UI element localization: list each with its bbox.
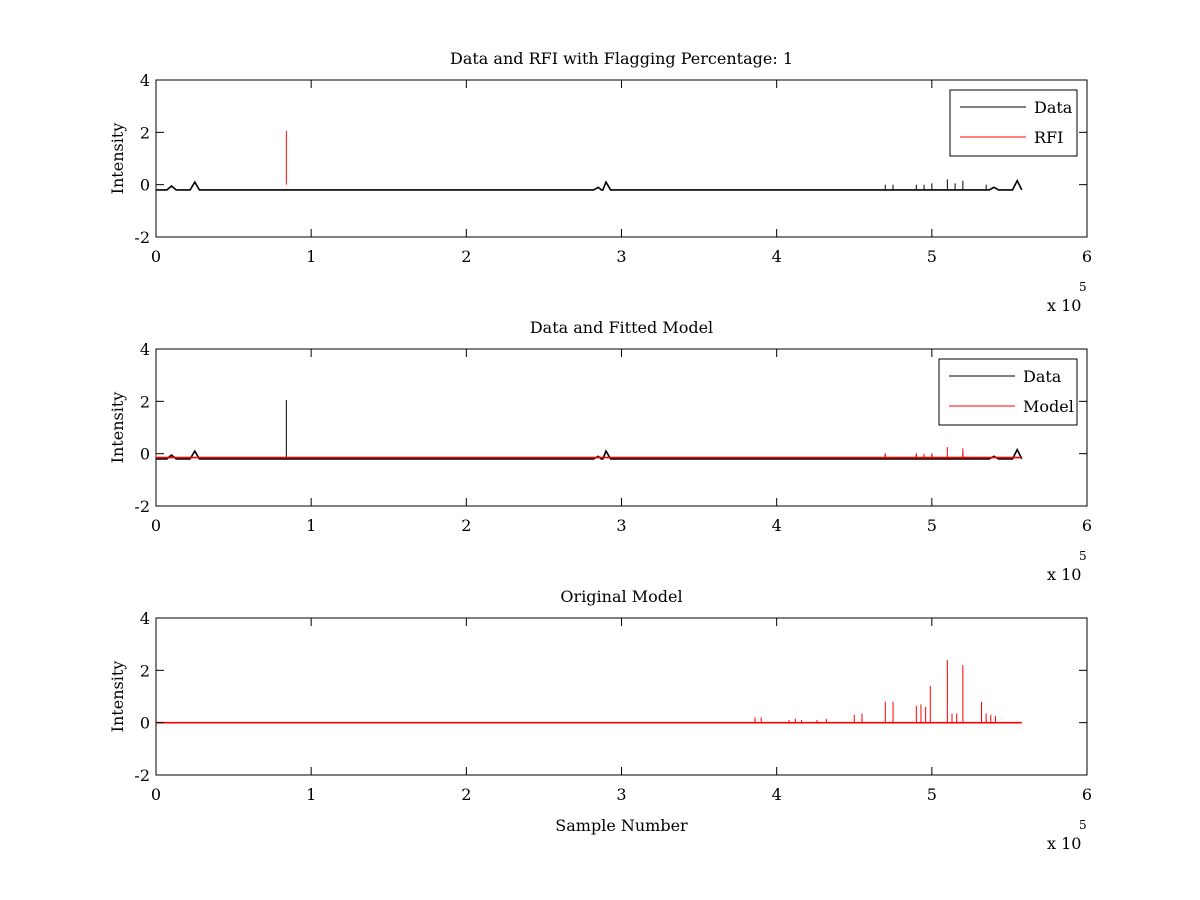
series-group (156, 400, 1023, 460)
x-tick-label: 5 (927, 785, 937, 804)
x-tick-label: 0 (151, 247, 161, 266)
x-tick-label: 3 (616, 247, 626, 266)
plot-area (155, 348, 1088, 507)
x-tick-label: 6 (1082, 785, 1092, 804)
x-tick-label: 6 (1082, 516, 1092, 535)
y-tick-label: -2 (134, 497, 150, 516)
x-axis-label: Sample Number (555, 816, 688, 835)
x-multiplier: x 10 (1047, 565, 1081, 584)
x-tick-label: 3 (616, 785, 626, 804)
y-tick-label: -2 (134, 766, 150, 785)
x-tick-label: 6 (1082, 247, 1092, 266)
legend-label-rfi: RFI (1034, 128, 1063, 147)
x-tick-label: 2 (461, 785, 471, 804)
series-group (156, 659, 1022, 724)
x-multiplier-exponent: 5 (1079, 549, 1087, 563)
y-axis-label: Intensity (108, 123, 127, 195)
x-tick-label: 0 (151, 516, 161, 535)
y-tick-label: 2 (140, 123, 150, 142)
legend: Data RFI (949, 89, 1078, 157)
y-axis-label: Intensity (108, 661, 127, 733)
legend-label-model: Model (1023, 397, 1074, 416)
y-axis-label: Intensity (108, 392, 127, 464)
x-tick-label: 2 (461, 516, 471, 535)
x-tick-label: 1 (306, 516, 316, 535)
x-tick-label: 1 (306, 785, 316, 804)
y-tick-label: 0 (140, 714, 150, 733)
legend-box (949, 89, 1078, 157)
x-multiplier-exponent: 5 (1079, 818, 1087, 832)
chart-title: Data and RFI with Flagging Percentage: 1 (450, 49, 793, 68)
y-tick-label: 2 (140, 392, 150, 411)
x-tick-label: 1 (306, 247, 316, 266)
chart-title: Original Model (560, 587, 682, 606)
plot-area (155, 79, 1088, 238)
legend-box (938, 358, 1078, 426)
x-tick-label: 3 (616, 516, 626, 535)
x-tick-label: 5 (927, 247, 937, 266)
x-multiplier: x 10 (1047, 296, 1081, 315)
series-group (156, 131, 1023, 191)
y-tick-label: 4 (140, 609, 150, 628)
y-tick-label: -2 (134, 228, 150, 247)
x-tick-label: 4 (772, 247, 782, 266)
y-tick-label: 4 (140, 340, 150, 359)
x-multiplier: x 10 (1047, 834, 1081, 853)
y-tick-label: 0 (140, 445, 150, 464)
x-multiplier-exponent: 5 (1079, 280, 1087, 294)
legend-label-data: Data (1034, 98, 1073, 117)
legend: Data Model (938, 358, 1078, 426)
x-tick-label: 5 (927, 516, 937, 535)
x-tick-label: 0 (151, 785, 161, 804)
y-tick-label: 2 (140, 661, 150, 680)
chart-title: Data and Fitted Model (530, 318, 713, 337)
series-data-line (156, 447, 1023, 460)
y-tick-label: 4 (140, 71, 150, 90)
plot-area (155, 617, 1088, 776)
x-tick-label: 4 (772, 516, 782, 535)
series-data-line (156, 178, 1023, 191)
legend-label-data: Data (1023, 367, 1062, 386)
y-tick-label: 0 (140, 176, 150, 195)
x-tick-label: 4 (772, 785, 782, 804)
x-tick-label: 2 (461, 247, 471, 266)
